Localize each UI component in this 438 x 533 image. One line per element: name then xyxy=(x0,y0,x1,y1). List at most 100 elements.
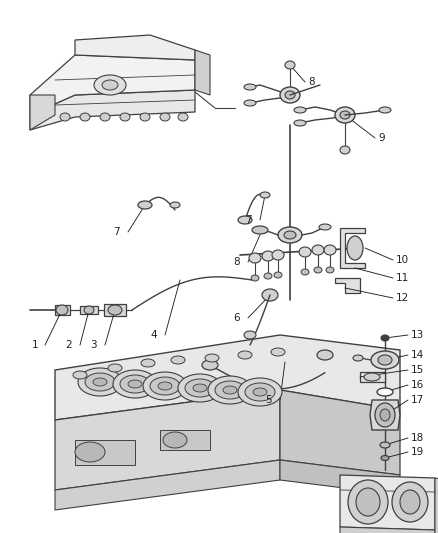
Text: 18: 18 xyxy=(411,433,424,443)
Text: 15: 15 xyxy=(411,365,424,375)
Ellipse shape xyxy=(170,202,180,208)
Ellipse shape xyxy=(128,380,142,388)
Ellipse shape xyxy=(340,146,350,154)
Ellipse shape xyxy=(60,113,70,121)
Ellipse shape xyxy=(278,227,302,243)
Text: 14: 14 xyxy=(411,350,424,360)
Ellipse shape xyxy=(294,120,306,126)
Ellipse shape xyxy=(223,386,237,394)
Polygon shape xyxy=(280,460,400,495)
Ellipse shape xyxy=(94,75,126,95)
Ellipse shape xyxy=(377,388,393,396)
Ellipse shape xyxy=(324,245,336,255)
Polygon shape xyxy=(30,95,55,130)
Ellipse shape xyxy=(215,381,245,399)
Ellipse shape xyxy=(163,432,187,448)
Ellipse shape xyxy=(205,354,219,362)
Ellipse shape xyxy=(285,91,295,99)
Ellipse shape xyxy=(272,250,284,260)
Ellipse shape xyxy=(299,247,311,257)
Ellipse shape xyxy=(193,384,207,392)
Ellipse shape xyxy=(238,378,282,406)
Polygon shape xyxy=(55,305,70,315)
Text: 3: 3 xyxy=(90,340,97,350)
Polygon shape xyxy=(55,460,280,510)
Ellipse shape xyxy=(244,100,256,106)
Ellipse shape xyxy=(340,111,350,119)
Ellipse shape xyxy=(285,61,295,69)
Ellipse shape xyxy=(319,224,331,230)
Text: 4: 4 xyxy=(150,330,157,340)
Ellipse shape xyxy=(249,253,261,263)
Ellipse shape xyxy=(280,87,300,103)
Bar xyxy=(75,440,135,465)
Polygon shape xyxy=(340,228,365,268)
Ellipse shape xyxy=(56,305,68,315)
Text: 7: 7 xyxy=(113,227,120,237)
Ellipse shape xyxy=(264,273,272,279)
Ellipse shape xyxy=(253,388,267,396)
Polygon shape xyxy=(104,304,126,316)
Ellipse shape xyxy=(348,480,388,524)
Polygon shape xyxy=(370,400,400,430)
Text: 8: 8 xyxy=(308,77,314,87)
Ellipse shape xyxy=(400,490,420,514)
Ellipse shape xyxy=(113,370,157,398)
Ellipse shape xyxy=(84,306,94,314)
Polygon shape xyxy=(340,527,435,533)
Ellipse shape xyxy=(326,267,334,273)
Ellipse shape xyxy=(244,84,256,90)
Ellipse shape xyxy=(120,375,150,393)
Ellipse shape xyxy=(178,113,188,121)
Ellipse shape xyxy=(138,201,152,209)
Ellipse shape xyxy=(379,107,391,113)
Ellipse shape xyxy=(378,355,392,365)
Ellipse shape xyxy=(301,269,309,275)
Ellipse shape xyxy=(141,359,155,367)
Ellipse shape xyxy=(317,350,333,360)
Ellipse shape xyxy=(238,351,252,359)
Ellipse shape xyxy=(160,113,170,121)
Ellipse shape xyxy=(392,482,428,522)
Polygon shape xyxy=(435,478,438,533)
Ellipse shape xyxy=(356,488,380,516)
Text: 1: 1 xyxy=(32,340,38,350)
Text: 11: 11 xyxy=(396,273,409,283)
Polygon shape xyxy=(30,90,195,130)
Ellipse shape xyxy=(371,351,399,369)
Ellipse shape xyxy=(381,335,389,341)
Ellipse shape xyxy=(381,456,389,461)
Ellipse shape xyxy=(171,356,185,364)
Polygon shape xyxy=(340,475,435,530)
Text: 7: 7 xyxy=(245,215,252,225)
Text: 12: 12 xyxy=(396,293,409,303)
Polygon shape xyxy=(30,55,195,115)
Ellipse shape xyxy=(102,80,118,90)
Ellipse shape xyxy=(244,331,256,339)
Ellipse shape xyxy=(245,383,275,401)
Text: 6: 6 xyxy=(233,313,240,323)
Text: 10: 10 xyxy=(396,255,409,265)
Ellipse shape xyxy=(271,348,285,356)
Polygon shape xyxy=(335,278,360,293)
Polygon shape xyxy=(80,306,98,314)
Ellipse shape xyxy=(140,113,150,121)
Ellipse shape xyxy=(185,379,215,397)
Ellipse shape xyxy=(100,113,110,121)
Ellipse shape xyxy=(158,382,172,390)
Ellipse shape xyxy=(284,231,296,239)
Ellipse shape xyxy=(380,409,390,421)
Ellipse shape xyxy=(375,403,395,427)
Ellipse shape xyxy=(312,245,324,255)
Ellipse shape xyxy=(353,355,363,361)
Polygon shape xyxy=(360,372,385,382)
Text: 9: 9 xyxy=(378,133,385,143)
Ellipse shape xyxy=(73,371,87,379)
Polygon shape xyxy=(280,390,400,475)
Bar xyxy=(160,430,210,450)
Ellipse shape xyxy=(335,107,355,123)
Ellipse shape xyxy=(274,272,282,278)
Ellipse shape xyxy=(178,374,222,402)
Ellipse shape xyxy=(93,378,107,386)
Ellipse shape xyxy=(85,373,115,391)
